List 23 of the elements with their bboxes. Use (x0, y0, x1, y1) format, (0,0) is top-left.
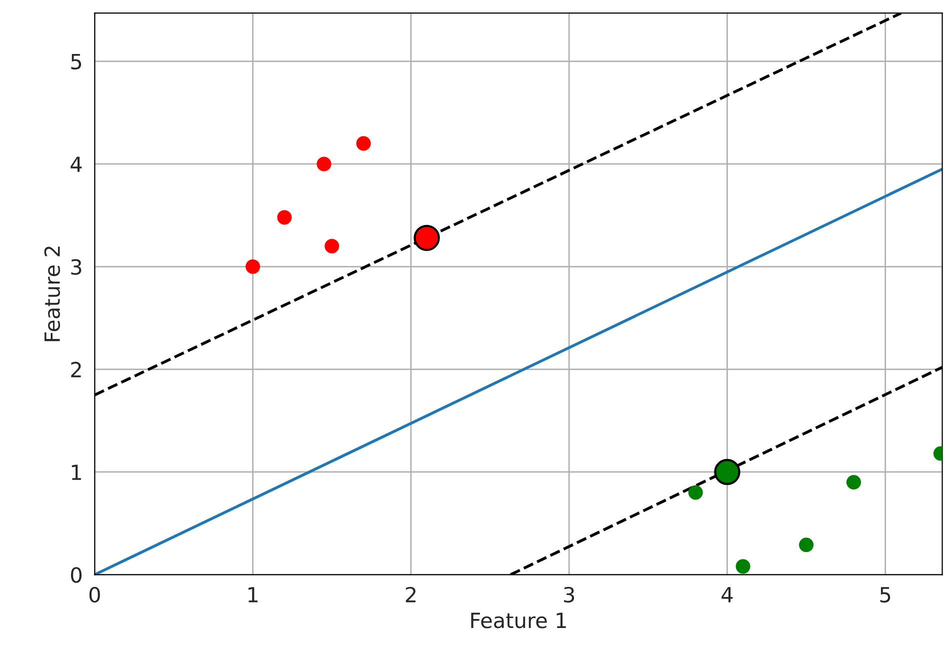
y-tick-label: 1 (72, 464, 81, 480)
point (246, 259, 260, 274)
x-tick-label: 2 (406, 586, 416, 602)
point (736, 559, 750, 574)
x-axis-title: Feature 1 (471, 612, 566, 628)
x-tick-label: 0 (89, 586, 100, 603)
x-tick-label: 3 (564, 586, 574, 603)
x-tick-label: 4 (722, 587, 733, 602)
point (316, 156, 332, 172)
y-tick-label: 0 (71, 567, 82, 583)
point (324, 238, 340, 254)
point (277, 210, 292, 225)
y-tick-label: 5 (71, 54, 82, 70)
x-tick-label: 1 (248, 587, 258, 602)
point (798, 538, 814, 552)
y-tick-label: 2 (71, 362, 81, 378)
x-tick-label: 5 (880, 587, 890, 603)
y-tick-label: 3 (71, 259, 82, 275)
point (846, 474, 861, 490)
y-tick-label: 4 (70, 156, 82, 172)
y-axis-title: Feature 2 (44, 246, 60, 342)
point (356, 136, 371, 151)
point (688, 485, 703, 500)
